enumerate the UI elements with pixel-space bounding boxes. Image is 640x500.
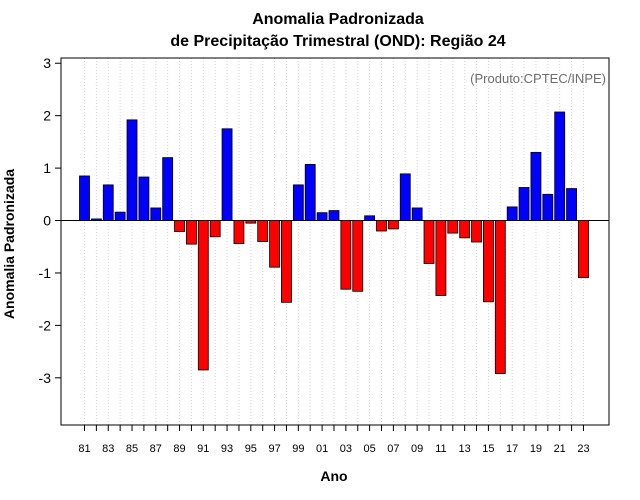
bar-20 <box>542 193 554 221</box>
x-axis-title: Ano <box>320 468 347 484</box>
bar-83 <box>102 184 114 221</box>
bar-81 <box>79 175 90 221</box>
bar-22 <box>566 188 577 221</box>
y-axis: -3 -2 -1 0 1 2 3 <box>39 55 61 386</box>
x-tick-label: 05 <box>363 443 375 455</box>
bar-05 <box>364 215 376 221</box>
x-tick-label: 07 <box>387 443 399 455</box>
bar-17 <box>506 206 518 221</box>
x-tick-label: 87 <box>150 443 162 455</box>
y-tick-label: 1 <box>43 160 51 176</box>
chart-title-line2: de Precipitação Trimestral (OND): Região… <box>170 33 505 50</box>
y-axis-title: Anomalia Padronizada <box>1 169 17 319</box>
bar-85 <box>126 119 138 221</box>
bar-89 <box>174 220 185 232</box>
source-annotation: (Produto:CPTEC/INPE) <box>470 71 606 86</box>
bar-96 <box>257 220 269 242</box>
x-tick-label: 01 <box>316 443 328 455</box>
x-tick-label: 83 <box>102 443 114 455</box>
x-tick-label: 99 <box>292 443 304 455</box>
bar-16 <box>494 220 506 375</box>
bar-91 <box>197 220 209 371</box>
bar-01 <box>316 212 328 221</box>
x-tick-label: 15 <box>482 443 494 455</box>
x-tick-label: 03 <box>340 443 352 455</box>
x-tick-label: 17 <box>506 443 518 455</box>
bar-13 <box>459 220 471 239</box>
bar-84 <box>114 211 126 221</box>
bar-99 <box>292 184 304 221</box>
bar-06 <box>376 220 387 232</box>
x-tick-label: 85 <box>126 443 138 455</box>
x-tick-label: 19 <box>530 443 542 455</box>
bar-03 <box>340 220 352 290</box>
bar-88 <box>162 157 174 221</box>
bar-11 <box>435 220 447 296</box>
bar-93 <box>221 128 233 221</box>
bar-15 <box>483 220 494 303</box>
x-axis: 81 83 85 87 89 91 93 95 97 99 01 03 05 07 09 11 13 15 17 19… <box>78 425 590 455</box>
chart-title-line1: Anomalia Padronizada <box>252 11 424 28</box>
x-tick-label: 93 <box>221 443 233 455</box>
bar-00 <box>304 164 316 221</box>
bar-97 <box>269 220 280 268</box>
x-tick-label: 81 <box>78 443 90 455</box>
bar-86 <box>138 176 150 221</box>
plot-frame <box>60 57 610 426</box>
bar-02 <box>328 210 340 221</box>
bar-09 <box>411 207 423 221</box>
bar-04 <box>352 220 364 292</box>
x-tick-label: 91 <box>197 443 209 455</box>
y-tick-label: 3 <box>43 55 51 71</box>
x-tick-label: 21 <box>554 443 566 455</box>
bar-82 <box>90 218 102 221</box>
grid-lines <box>84 58 584 425</box>
x-tick-label: 09 <box>411 443 423 455</box>
bar-94 <box>233 220 245 244</box>
bar-23 <box>578 220 589 279</box>
bar-90 <box>186 220 197 245</box>
x-tick-label: 89 <box>173 443 185 455</box>
bar-14 <box>471 220 482 243</box>
bar-19 <box>530 151 542 221</box>
bar-10 <box>423 220 435 264</box>
x-tick-label: 11 <box>435 443 446 455</box>
bar-98 <box>281 220 292 303</box>
bar-21 <box>554 111 566 221</box>
y-tick-label: 2 <box>43 108 51 124</box>
bars <box>79 111 589 375</box>
x-tick-label: 13 <box>459 443 471 455</box>
x-tick-label: 23 <box>577 443 589 455</box>
x-tick-label: 95 <box>245 443 257 455</box>
bar-87 <box>150 207 162 221</box>
y-tick-label: 0 <box>43 213 51 229</box>
bar-95 <box>245 220 257 224</box>
x-tick-label: 97 <box>268 443 280 455</box>
bar-08 <box>399 173 411 221</box>
bar-07 <box>387 220 399 230</box>
bar-92 <box>209 220 221 238</box>
y-tick-label: -2 <box>39 317 52 333</box>
y-tick-label: -1 <box>39 265 52 281</box>
bar-18 <box>518 187 530 221</box>
bar-12 <box>447 220 459 234</box>
y-tick-label: -3 <box>39 370 52 386</box>
